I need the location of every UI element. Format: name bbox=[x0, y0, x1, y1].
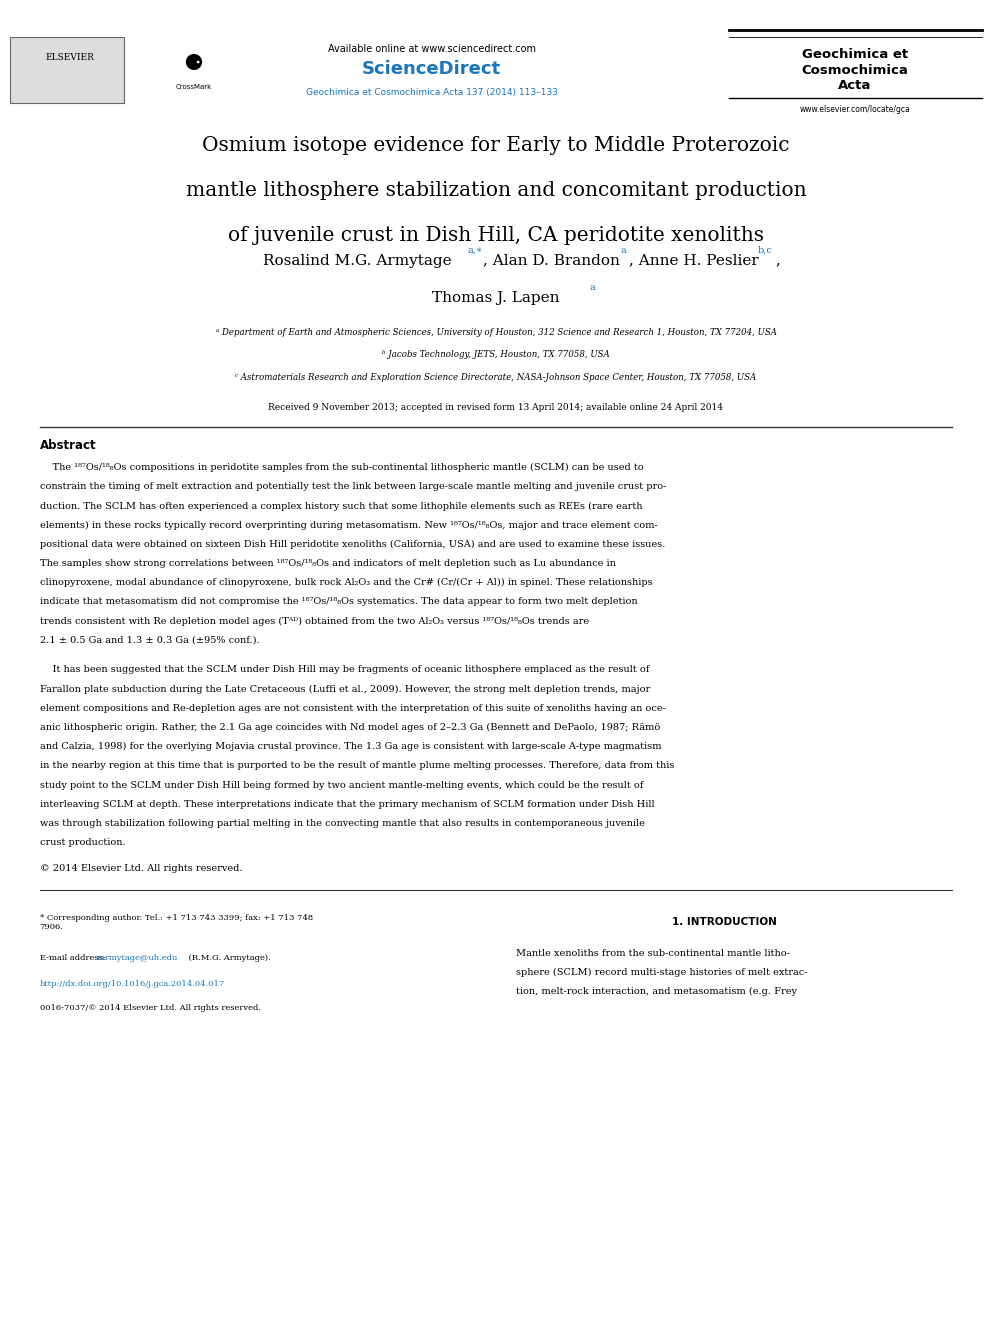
Text: The ¹⁸⁷Os/¹⁸₈Os compositions in peridotite samples from the sub-continental lith: The ¹⁸⁷Os/¹⁸₈Os compositions in peridoti… bbox=[40, 463, 643, 472]
Text: It has been suggested that the SCLM under Dish Hill may be fragments of oceanic : It has been suggested that the SCLM unde… bbox=[40, 665, 649, 675]
Text: Received 9 November 2013; accepted in revised form 13 April 2014; available onli: Received 9 November 2013; accepted in re… bbox=[269, 404, 723, 411]
Text: CrossMark: CrossMark bbox=[176, 85, 211, 90]
Text: 0016-7037/© 2014 Elsevier Ltd. All rights reserved.: 0016-7037/© 2014 Elsevier Ltd. All right… bbox=[40, 1004, 261, 1012]
Text: E-mail address:: E-mail address: bbox=[40, 954, 108, 962]
Text: Acta: Acta bbox=[838, 79, 872, 93]
Text: anic lithospheric origin. Rather, the 2.1 Ga age coincides with Nd model ages of: anic lithospheric origin. Rather, the 2.… bbox=[40, 722, 660, 732]
Text: trends consistent with Re depletion model ages (Tᴬᴰ) obtained from the two Al₂O₃: trends consistent with Re depletion mode… bbox=[40, 617, 589, 626]
Text: , Alan D. Brandon: , Alan D. Brandon bbox=[483, 254, 620, 267]
Text: ᵇ Jacobs Technology, JETS, Houston, TX 77058, USA: ᵇ Jacobs Technology, JETS, Houston, TX 7… bbox=[382, 351, 610, 359]
Text: sphere (SCLM) record multi-stage histories of melt extrac-: sphere (SCLM) record multi-stage histori… bbox=[516, 968, 807, 976]
Text: www.elsevier.com/locate/gca: www.elsevier.com/locate/gca bbox=[800, 106, 911, 114]
Text: rarmytage@uh.edu: rarmytage@uh.edu bbox=[96, 954, 178, 962]
Text: b,c: b,c bbox=[758, 246, 773, 254]
Text: study point to the SCLM under Dish Hill being formed by two ancient mantle-melti: study point to the SCLM under Dish Hill … bbox=[40, 781, 643, 790]
Text: mantle lithosphere stabilization and concomitant production: mantle lithosphere stabilization and con… bbox=[186, 181, 806, 200]
Text: Abstract: Abstract bbox=[40, 439, 96, 452]
Text: was through stabilization following partial melting in the convecting mantle tha: was through stabilization following part… bbox=[40, 819, 645, 828]
FancyBboxPatch shape bbox=[10, 37, 124, 103]
Text: Rosalind M.G. Armytage: Rosalind M.G. Armytage bbox=[263, 254, 451, 267]
Text: and Calzia, 1998) for the overlying Mojavia crustal province. The 1.3 Ga age is : and Calzia, 1998) for the overlying Moja… bbox=[40, 742, 662, 751]
Text: 2.1 ± 0.5 Ga and 1.3 ± 0.3 Ga (±95% conf.).: 2.1 ± 0.5 Ga and 1.3 ± 0.3 Ga (±95% conf… bbox=[40, 635, 259, 644]
Text: a,∗: a,∗ bbox=[467, 246, 483, 254]
Text: (R.M.G. Armytage).: (R.M.G. Armytage). bbox=[186, 954, 271, 962]
Text: , Anne H. Peslier: , Anne H. Peslier bbox=[629, 254, 759, 267]
Text: Cosmochimica: Cosmochimica bbox=[802, 64, 909, 77]
Text: Osmium isotope evidence for Early to Middle Proterozoic: Osmium isotope evidence for Early to Mid… bbox=[202, 136, 790, 155]
Text: 1. INTRODUCTION: 1. INTRODUCTION bbox=[672, 917, 777, 927]
Text: interleaving SCLM at depth. These interpretations indicate that the primary mech: interleaving SCLM at depth. These interp… bbox=[40, 799, 655, 808]
Text: elements) in these rocks typically record overprinting during metasomatism. New : elements) in these rocks typically recor… bbox=[40, 520, 658, 529]
Text: clinopyroxene, modal abundance of clinopyroxene, bulk rock Al₂O₃ and the Cr# (Cr: clinopyroxene, modal abundance of clinop… bbox=[40, 578, 653, 587]
Text: of juvenile crust in Dish Hill, CA peridotite xenoliths: of juvenile crust in Dish Hill, CA perid… bbox=[228, 226, 764, 245]
Text: crust production.: crust production. bbox=[40, 839, 125, 847]
Text: ᵃ Department of Earth and Atmospheric Sciences, University of Houston, 312 Scien: ᵃ Department of Earth and Atmospheric Sc… bbox=[215, 328, 777, 336]
Text: Mantle xenoliths from the sub-continental mantle litho-: Mantle xenoliths from the sub-continenta… bbox=[516, 949, 790, 958]
Text: Available online at www.sciencedirect.com: Available online at www.sciencedirect.co… bbox=[327, 44, 536, 54]
Text: Geochimica et: Geochimica et bbox=[803, 48, 908, 61]
Text: positional data were obtained on sixteen Dish Hill peridotite xenoliths (Califor: positional data were obtained on sixteen… bbox=[40, 540, 665, 549]
Text: http://dx.doi.org/10.1016/j.gca.2014.04.017: http://dx.doi.org/10.1016/j.gca.2014.04.… bbox=[40, 980, 225, 988]
Text: in the nearby region at this time that is purported to be the result of mantle p: in the nearby region at this time that i… bbox=[40, 762, 674, 770]
Text: ᶜ Astromaterials Research and Exploration Science Directorate, NASA-Johnson Spac: ᶜ Astromaterials Research and Exploratio… bbox=[235, 373, 757, 381]
Text: ⚈: ⚈ bbox=[184, 53, 203, 74]
Text: Farallon plate subduction during the Late Cretaceous (Luffi et al., 2009). Howev: Farallon plate subduction during the Lat… bbox=[40, 685, 650, 693]
Text: ELSEVIER: ELSEVIER bbox=[45, 53, 94, 62]
Text: The samples show strong correlations between ¹⁸⁷Os/¹⁸₈Os and indicators of melt : The samples show strong correlations bet… bbox=[40, 558, 616, 568]
Text: a: a bbox=[621, 246, 627, 254]
Text: constrain the timing of melt extraction and potentially test the link between la: constrain the timing of melt extraction … bbox=[40, 482, 666, 491]
Text: a: a bbox=[589, 283, 595, 291]
Text: ,: , bbox=[776, 254, 781, 267]
Text: indicate that metasomatism did not compromise the ¹⁸⁷Os/¹⁸₈Os systematics. The d: indicate that metasomatism did not compr… bbox=[40, 598, 637, 606]
Text: Geochimica et Cosmochimica Acta 137 (2014) 113–133: Geochimica et Cosmochimica Acta 137 (201… bbox=[306, 89, 558, 97]
Text: tion, melt-rock interaction, and metasomatism (e.g. Frey: tion, melt-rock interaction, and metasom… bbox=[516, 987, 797, 996]
Text: © 2014 Elsevier Ltd. All rights reserved.: © 2014 Elsevier Ltd. All rights reserved… bbox=[40, 864, 242, 873]
Text: Thomas J. Lapen: Thomas J. Lapen bbox=[433, 291, 559, 304]
Text: element compositions and Re-depletion ages are not consistent with the interpret: element compositions and Re-depletion ag… bbox=[40, 704, 666, 713]
Text: duction. The SCLM has often experienced a complex history such that some lithoph: duction. The SCLM has often experienced … bbox=[40, 501, 642, 511]
Text: * Corresponding author. Tel.: +1 713 743 3399; fax: +1 713 748
7906.: * Corresponding author. Tel.: +1 713 743… bbox=[40, 914, 312, 931]
Text: ScienceDirect: ScienceDirect bbox=[362, 60, 501, 78]
